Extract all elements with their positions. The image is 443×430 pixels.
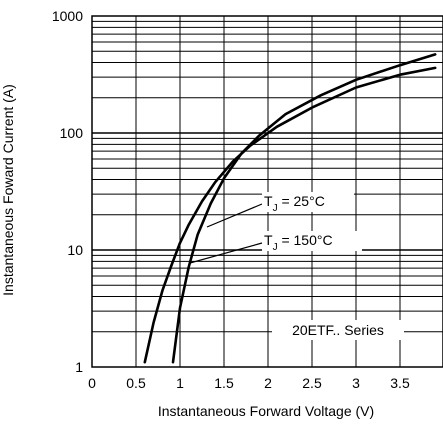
x-tick-label: 0.5 (126, 375, 146, 391)
y-tick-label: 1000 (52, 8, 83, 24)
y-tick-label: 100 (60, 125, 84, 141)
x-axis-label: Instantaneous Forward Voltage (V) (158, 403, 374, 419)
y-tick-label: 10 (67, 242, 83, 258)
series-annotation: TJ = 150°C (264, 232, 333, 253)
x-tick-label: 2 (264, 375, 272, 391)
annotation-leader (189, 242, 263, 264)
series (143, 53, 437, 364)
series-label: 20ETF.. Series (292, 322, 384, 338)
annotations: TJ = 25°C TJ = 150°C (189, 192, 362, 264)
annotation-box (262, 231, 362, 251)
x-tick-label: 1 (176, 375, 184, 391)
tick-labels: 0 0.5 1 1.5 2 2.5 3 3.5 1 10 100 1000 (52, 8, 410, 391)
annotation-leader (206, 203, 263, 228)
y-axis-label: Instantaneous Foward Current (A) (0, 84, 16, 296)
x-tick-label: 2.5 (302, 375, 322, 391)
series-line-1 (143, 66, 437, 364)
y-tick-label: 1 (75, 359, 83, 375)
series-annotation: TJ = 25°C (264, 193, 325, 214)
x-tick-label: 3.5 (390, 375, 410, 391)
annotation-box (262, 192, 354, 212)
plot-frame (91, 15, 443, 368)
series-label-box (272, 320, 404, 340)
x-tick-label: 3 (352, 375, 360, 391)
x-tick-label: 1.5 (214, 375, 234, 391)
x-tick-label: 0 (88, 375, 96, 391)
